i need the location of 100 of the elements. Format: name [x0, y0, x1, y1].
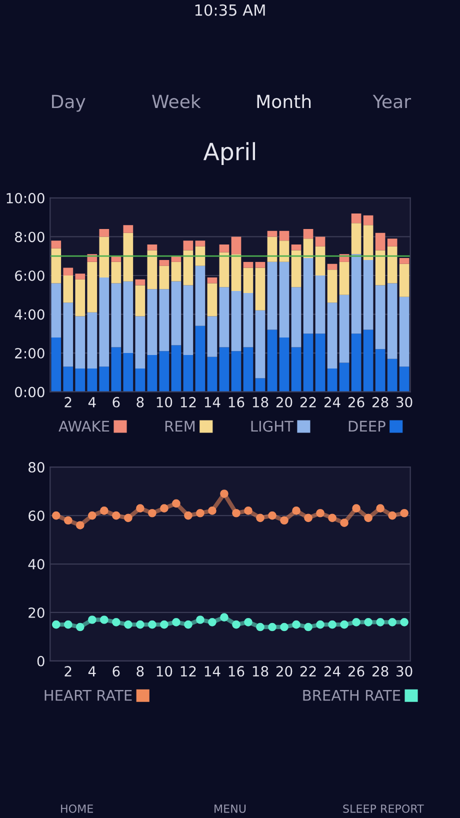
bar [219, 244, 230, 252]
bar [147, 244, 158, 250]
point [64, 516, 72, 525]
bar [327, 302, 338, 369]
bar [195, 266, 206, 326]
x-tick-label: 14 [204, 397, 220, 408]
x-tick-label: 4 [88, 397, 96, 408]
x-tick-label: 8 [136, 666, 144, 677]
x-tick-label: 22 [300, 666, 316, 676]
bar [123, 281, 134, 354]
y-tick-label: 10:00 [6, 192, 44, 204]
bar [351, 334, 362, 392]
bar [315, 334, 326, 392]
legend-label: DEEP [348, 420, 386, 432]
bar [399, 258, 410, 264]
point [88, 616, 96, 624]
x-tick-label: 30 [396, 396, 412, 408]
bar [255, 378, 266, 392]
legend-label: REM [165, 420, 195, 432]
point [400, 508, 408, 518]
point [232, 508, 240, 518]
y-tick-label: 8:00 [15, 232, 44, 242]
bar [363, 225, 374, 260]
bar [219, 347, 230, 392]
point [400, 618, 408, 626]
bar [267, 262, 278, 330]
text: Year [372, 94, 412, 108]
bar [351, 254, 362, 334]
x-tick-label: 28 [372, 396, 388, 408]
y-tick-label: 60 [28, 510, 44, 522]
bar [267, 330, 278, 392]
bar [123, 225, 134, 233]
y-tick-label: 40 [28, 558, 44, 570]
bar [147, 250, 158, 290]
bar [135, 279, 146, 286]
bar [195, 240, 206, 246]
point [292, 620, 300, 629]
bar [279, 230, 290, 241]
x-tick-label: 2 [64, 396, 72, 408]
bar [99, 228, 110, 237]
bar [387, 283, 398, 359]
bar [87, 312, 98, 369]
point [364, 618, 372, 626]
point [208, 618, 216, 626]
bar [399, 264, 410, 297]
x-tick-label: 30 [396, 666, 412, 677]
y-tick-label: 2:00 [15, 348, 44, 359]
point [244, 618, 252, 626]
bar [279, 338, 290, 392]
bar [291, 250, 302, 288]
point [244, 506, 252, 515]
bar [315, 236, 326, 246]
text: HOME [61, 804, 93, 813]
bar [303, 258, 314, 334]
text: 10:35 AM [195, 4, 265, 16]
bar [375, 285, 386, 350]
point [316, 620, 324, 629]
point [52, 511, 60, 520]
point [340, 518, 348, 527]
bar [63, 302, 74, 367]
bar [291, 347, 302, 392]
bar [375, 349, 386, 392]
bar [75, 274, 86, 280]
text: MENU [214, 804, 246, 813]
bar [243, 268, 254, 293]
y-tick-label: 0 [37, 656, 44, 666]
bar [99, 236, 110, 278]
bar [159, 289, 170, 352]
point [100, 506, 108, 515]
bar [111, 262, 122, 284]
bar [279, 240, 290, 262]
point [172, 499, 180, 508]
bar [195, 246, 206, 266]
point [280, 516, 288, 525]
point [52, 620, 60, 629]
bar [351, 213, 362, 224]
bar [75, 316, 86, 369]
legend-label: AWAKE [58, 420, 110, 432]
x-tick-label: 16 [228, 666, 244, 677]
point [304, 622, 312, 632]
x-tick-label: 24 [324, 666, 340, 676]
bar [375, 232, 386, 250]
y-tick-label: 0:00 [15, 386, 44, 398]
x-tick-label: 6 [112, 666, 120, 677]
point [136, 504, 144, 512]
bar [303, 334, 314, 392]
point [196, 508, 204, 518]
bar [135, 285, 146, 316]
bar [255, 310, 266, 378]
bar [123, 353, 134, 392]
bar [63, 268, 74, 276]
point [256, 514, 264, 522]
bar [183, 354, 194, 392]
bar [51, 338, 62, 392]
bar [327, 270, 338, 303]
bar [315, 276, 326, 334]
point [124, 620, 132, 629]
bar [243, 292, 254, 348]
point [376, 504, 384, 512]
bar [159, 351, 170, 392]
